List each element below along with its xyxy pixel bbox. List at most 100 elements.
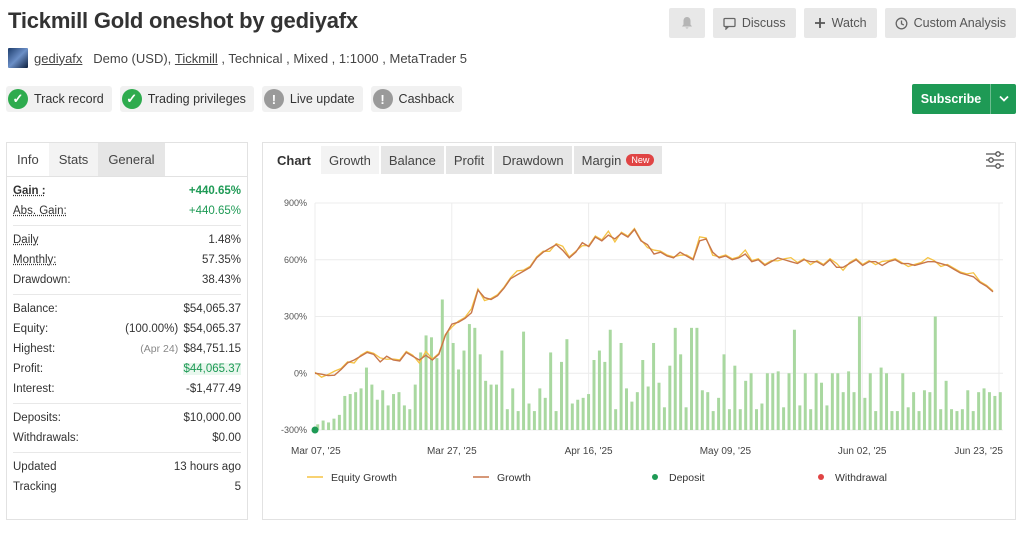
badge-trading-privileges[interactable]: ✓ Trading privileges <box>119 86 254 112</box>
tab-info[interactable]: Info <box>17 152 39 167</box>
stat-row-monthly: Monthly: 57.35% <box>13 250 241 270</box>
bar <box>327 422 331 430</box>
legend-deposit-swatch <box>652 474 658 480</box>
stat-value: $54,065.37 <box>183 303 241 315</box>
bar <box>977 392 981 430</box>
bar <box>717 397 721 430</box>
badge-track-record[interactable]: ✓ Track record <box>6 86 112 112</box>
bar <box>874 411 878 430</box>
bar <box>625 388 628 430</box>
subscribe-button[interactable]: Subscribe <box>912 84 1016 114</box>
bar <box>782 407 786 430</box>
badge-live-update[interactable]: ! Live update <box>261 86 363 112</box>
stat-group-rates: Daily 1.48% Monthly: 57.35% Drawdown: 38… <box>13 226 241 295</box>
tab-general[interactable]: General <box>98 143 165 176</box>
bell-icon <box>681 17 692 29</box>
bar <box>402 405 406 430</box>
bar <box>668 365 672 430</box>
chevron-down-icon <box>998 95 1009 102</box>
bar <box>603 361 607 430</box>
stat-label[interactable]: Abs. Gain: <box>13 205 67 217</box>
tab-stats[interactable]: Stats <box>48 143 99 176</box>
bar <box>559 361 563 430</box>
discuss-button[interactable]: Discuss <box>712 8 796 38</box>
stat-label: Withdrawals: <box>13 432 79 444</box>
tab-margin[interactable]: Margin New <box>573 146 663 174</box>
x-tick-label: Mar 07, '25 <box>291 446 341 457</box>
bar <box>998 392 1002 430</box>
watch-button[interactable]: Watch <box>803 8 877 38</box>
stat-value: +440.65% <box>188 185 241 197</box>
stat-label[interactable]: Monthly: <box>13 254 57 266</box>
bar <box>820 382 824 430</box>
bar <box>722 354 726 430</box>
bar <box>912 392 916 430</box>
broker-link[interactable]: Tickmill <box>174 50 218 66</box>
bar <box>928 392 932 430</box>
bar <box>755 409 759 430</box>
username-link[interactable]: gediyafx <box>34 50 83 66</box>
bar <box>814 373 818 430</box>
stat-value: $54,065.37 <box>183 323 241 335</box>
stat-value: -$1,477.49 <box>186 383 241 395</box>
stat-group-deposits: Deposits: $10,000.00 Withdrawals: $0.00 <box>13 404 241 453</box>
notify-button[interactable] <box>668 8 705 38</box>
avatar[interactable] <box>8 48 28 68</box>
growth-chart[interactable]: 900% 600% 300% 0% -300% Mar 07, '25 Mar 27, '2… <box>263 183 1015 519</box>
tab-balance[interactable]: Balance <box>380 146 444 174</box>
tab-profit[interactable]: Profit <box>445 146 493 174</box>
stat-value: 5 <box>234 481 241 493</box>
account-type: Demo (USD), <box>93 50 172 66</box>
bar <box>494 384 498 430</box>
bar <box>359 388 363 430</box>
bar <box>760 403 764 430</box>
x-tick-label: Apr 16, '25 <box>565 446 613 457</box>
tab-drawdown[interactable]: Drawdown <box>494 146 572 174</box>
bar <box>733 365 737 430</box>
bar <box>836 373 840 430</box>
chart-settings-icon[interactable] <box>985 151 1005 169</box>
stat-row-tracking: Tracking 5 <box>13 477 241 497</box>
exclamation-icon: ! <box>263 89 284 109</box>
stat-group-gain: Gain : +440.65% Abs. Gain: +440.65% <box>13 177 241 226</box>
stat-label[interactable]: Gain : <box>13 185 46 197</box>
tab-growth[interactable]: Growth <box>320 146 379 174</box>
stat-label[interactable]: Daily <box>13 234 39 246</box>
bar <box>982 388 986 430</box>
bar <box>690 327 693 430</box>
x-tick-label: May 09, '25 <box>700 446 752 457</box>
bar <box>673 327 677 430</box>
bar <box>901 373 905 430</box>
stat-row-interest: Interest: -$1,477.49 <box>13 379 241 399</box>
bar <box>392 394 396 430</box>
stat-row-drawdown: Drawdown: 38.43% <box>13 270 241 290</box>
bar <box>370 384 374 430</box>
stat-row-daily: Daily 1.48% <box>13 230 241 250</box>
bar <box>343 395 347 430</box>
stat-label: Drawdown: <box>13 274 71 286</box>
header-actions: Discuss Watch Custom Analysis <box>668 8 1016 38</box>
stat-value: $10,000.00 <box>183 412 241 424</box>
subscribe-dropdown[interactable] <box>990 84 1016 114</box>
chart-tabs: Chart Growth Balance Profit Drawdown Mar… <box>263 143 1015 177</box>
stat-group-balance: Balance: $54,065.37 Equity: (100.00%) $5… <box>13 295 241 404</box>
stat-row-updated: Updated 13 hours ago <box>13 457 241 477</box>
bar <box>960 409 964 430</box>
bar <box>467 324 471 430</box>
custom-analysis-button[interactable]: Custom Analysis <box>884 8 1016 38</box>
badge-cashback[interactable]: ! Cashback <box>370 86 463 112</box>
legend-withdrawal-swatch <box>818 474 824 480</box>
growth-line <box>314 228 994 377</box>
bar <box>316 424 320 430</box>
bar <box>484 380 488 430</box>
stat-value: 13 hours ago <box>173 461 241 473</box>
bar <box>565 339 569 430</box>
badge-label: Cashback <box>398 92 455 106</box>
bar <box>847 371 851 430</box>
bar <box>679 354 683 430</box>
stats-panel: Info Stats General Gain : +440.65% Abs. … <box>6 142 248 520</box>
bar <box>695 327 699 430</box>
bar <box>885 373 889 430</box>
stat-value-wrap: (100.00%) $54,065.37 <box>125 323 241 335</box>
bar <box>744 380 748 430</box>
